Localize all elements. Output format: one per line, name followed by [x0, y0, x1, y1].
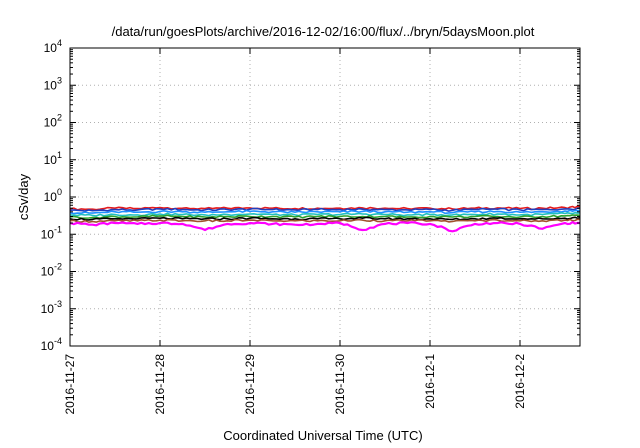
series-line-2 — [69, 209, 581, 215]
y-tick-label: 10-3 — [41, 299, 62, 316]
y-tick-label: 104 — [44, 38, 62, 55]
y-axis: 10-4 10-3 10-2 10-1 100 101 102 103 104 — [41, 38, 580, 353]
y-tick-label: 103 — [44, 75, 62, 92]
chart-title: /data/run/goesPlots/archive/2016-12-02/1… — [112, 24, 535, 39]
series-line-7 — [69, 221, 581, 233]
x-axis-label: Coordinated Universal Time (UTC) — [223, 428, 422, 443]
x-tick-label: 2016-11-28 — [153, 354, 167, 415]
y-tick-label: 10-1 — [41, 224, 62, 241]
x-tick-label: 2016-11-30 — [333, 354, 347, 415]
y-tick-label: 10-4 — [41, 336, 62, 353]
y-axis-label: cSv/day — [16, 173, 31, 220]
grid-lines — [69, 47, 580, 347]
series-lines — [69, 205, 581, 233]
series-line-3 — [69, 211, 580, 217]
x-tick-label: 2016-11-27 — [63, 354, 77, 415]
x-tick-label: 2016-11-29 — [243, 354, 257, 415]
y-tick-label: 102 — [44, 113, 62, 130]
series-line-5 — [69, 216, 581, 221]
y-tick-label: 100 — [44, 187, 62, 204]
x-axis: 2016-11-27 2016-11-28 2016-11-29 2016-11-30… — [63, 48, 527, 415]
y-tick-label: 10-2 — [41, 262, 62, 279]
y-tick-label: 101 — [44, 150, 62, 167]
x-tick-label: 2016-12-2 — [513, 354, 527, 409]
series-line-1 — [69, 207, 580, 212]
x-tick-label: 2016-12-1 — [423, 354, 437, 409]
